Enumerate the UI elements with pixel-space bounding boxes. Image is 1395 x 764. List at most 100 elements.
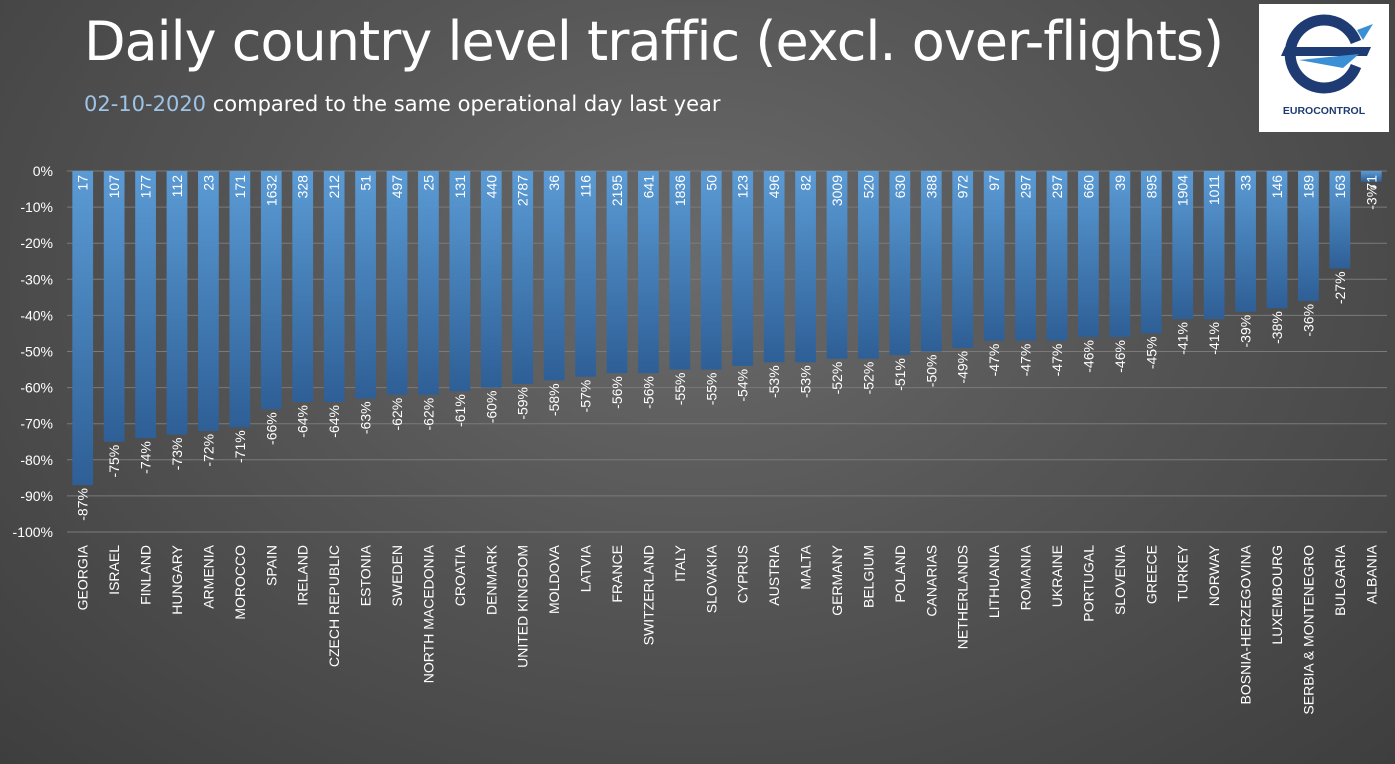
value-label: -52%	[860, 362, 876, 395]
flight-count-label: 660	[1080, 175, 1096, 199]
bar	[386, 171, 408, 395]
flight-count-label: 163	[1332, 175, 1348, 199]
x-tick-label: FINLAND	[138, 545, 154, 605]
value-label: -49%	[955, 351, 971, 384]
y-tick-label: 0%	[33, 163, 53, 179]
flight-count-label: 33	[1238, 175, 1254, 191]
x-tick-label: NORTH MACEDONIA	[420, 544, 436, 683]
value-label: -47%	[1049, 344, 1065, 377]
x-tick-label: FRANCE	[609, 545, 625, 603]
value-label: -73%	[169, 438, 185, 471]
bar	[355, 171, 376, 399]
y-tick-label: -80%	[20, 452, 53, 468]
x-tick-label: GEORGIA	[75, 544, 91, 610]
bar	[260, 171, 282, 410]
bar	[1298, 171, 1319, 301]
x-tick-label: CROATIA	[452, 544, 468, 606]
x-tick-label: TURKEY	[1175, 544, 1191, 601]
x-tick-label: SLOVENIA	[1112, 544, 1128, 615]
bar	[1109, 171, 1131, 338]
value-label: -57%	[578, 380, 594, 413]
eurocontrol-logo: EUROCONTROL	[1259, 4, 1389, 132]
flight-count-label: 388	[923, 175, 939, 199]
value-label: -63%	[358, 401, 374, 434]
x-tick-label: SWEDEN	[389, 545, 405, 606]
x-axis: GEORGIA ISRAEL FINLAND HUNGARY ARMENIA MOROCC…	[75, 544, 1380, 714]
flight-count-label: 212	[326, 175, 342, 199]
bar	[229, 171, 251, 428]
value-label: -3%	[1363, 185, 1379, 210]
eurocontrol-logo-icon	[1281, 14, 1373, 94]
value-label: -62%	[389, 398, 405, 431]
flight-count-label: 51	[358, 175, 374, 191]
x-tick-label: SPAIN	[263, 545, 279, 586]
x-tick-label: LATVIA	[578, 544, 594, 592]
x-tick-label: NORWAY	[1206, 544, 1222, 606]
flight-count-label: 630	[892, 175, 908, 199]
y-tick-label: -20%	[20, 235, 53, 251]
x-tick-label: DENMARK	[483, 544, 499, 615]
bar	[1172, 171, 1194, 320]
bar	[732, 171, 754, 366]
flight-count-label: 50	[703, 175, 719, 191]
bar	[103, 171, 125, 442]
x-tick-label: MALTA	[798, 544, 814, 589]
x-tick-label: NETHERLANDS	[955, 545, 971, 649]
bar	[72, 171, 94, 486]
flight-count-label: 895	[1143, 175, 1159, 199]
flight-count-label: 2195	[609, 175, 625, 206]
bar	[1360, 171, 1382, 182]
value-label: -75%	[106, 445, 122, 478]
value-label: -38%	[1269, 311, 1285, 344]
y-tick-label: -100%	[13, 524, 53, 540]
flight-count-label: 1011	[1206, 175, 1222, 205]
x-tick-label: LITHUANIA	[986, 544, 1002, 618]
flight-count-label: 297	[1018, 175, 1034, 199]
x-tick-label: CYPRUS	[735, 545, 751, 603]
flight-count-label: 82	[798, 175, 814, 191]
x-tick-label: ROMANIA	[1018, 544, 1034, 610]
bar	[1046, 171, 1068, 341]
value-label: -50%	[923, 355, 939, 388]
x-tick-label: UKRAINE	[1049, 545, 1065, 607]
flight-count-label: 520	[860, 175, 876, 199]
bar	[983, 171, 1005, 341]
flight-count-label: 17	[75, 175, 91, 191]
value-label: -74%	[138, 441, 154, 474]
y-tick-label: -40%	[20, 307, 53, 323]
value-label: -52%	[829, 362, 845, 395]
subtitle-text: compared to the same operational day las…	[206, 92, 721, 116]
bars	[72, 171, 1382, 486]
flight-count-label: 328	[295, 175, 311, 199]
bar	[606, 171, 628, 374]
x-tick-label: PORTUGAL	[1080, 545, 1096, 622]
flight-labels: 17 107 177 112 23 171 1632 328 212 51 497 25 131 440 2…	[75, 175, 1380, 206]
flight-count-label: 146	[1269, 175, 1285, 199]
value-label: -36%	[1300, 304, 1316, 337]
bar	[858, 171, 879, 359]
value-label: -62%	[420, 398, 436, 431]
value-label: -53%	[798, 365, 814, 398]
bar	[449, 171, 471, 392]
logo-text: EUROCONTROL	[1282, 105, 1366, 117]
value-label: -55%	[672, 373, 688, 406]
chart-title: Daily country level traffic (excl. over-…	[84, 10, 1224, 73]
bar	[763, 171, 785, 363]
bar	[480, 171, 502, 388]
value-label: -64%	[326, 405, 342, 438]
value-label: -56%	[609, 376, 625, 409]
bar	[638, 171, 659, 374]
bar	[166, 171, 188, 435]
value-labels: -87% -75% -74% -73% -72% -71% -66% -64% -64% -63%…	[75, 185, 1380, 521]
flight-count-label: 23	[200, 175, 216, 191]
bar	[512, 171, 534, 384]
bar	[543, 171, 565, 381]
flight-count-label: 3009	[829, 175, 845, 206]
x-tick-label: MOROCCO	[232, 545, 248, 620]
bar	[1203, 171, 1225, 320]
bar	[795, 171, 816, 363]
value-label: -41%	[1175, 322, 1191, 355]
flight-count-label: 440	[483, 175, 499, 199]
x-tick-label: MOLDOVA	[546, 544, 562, 614]
value-label: -45%	[1143, 336, 1159, 369]
